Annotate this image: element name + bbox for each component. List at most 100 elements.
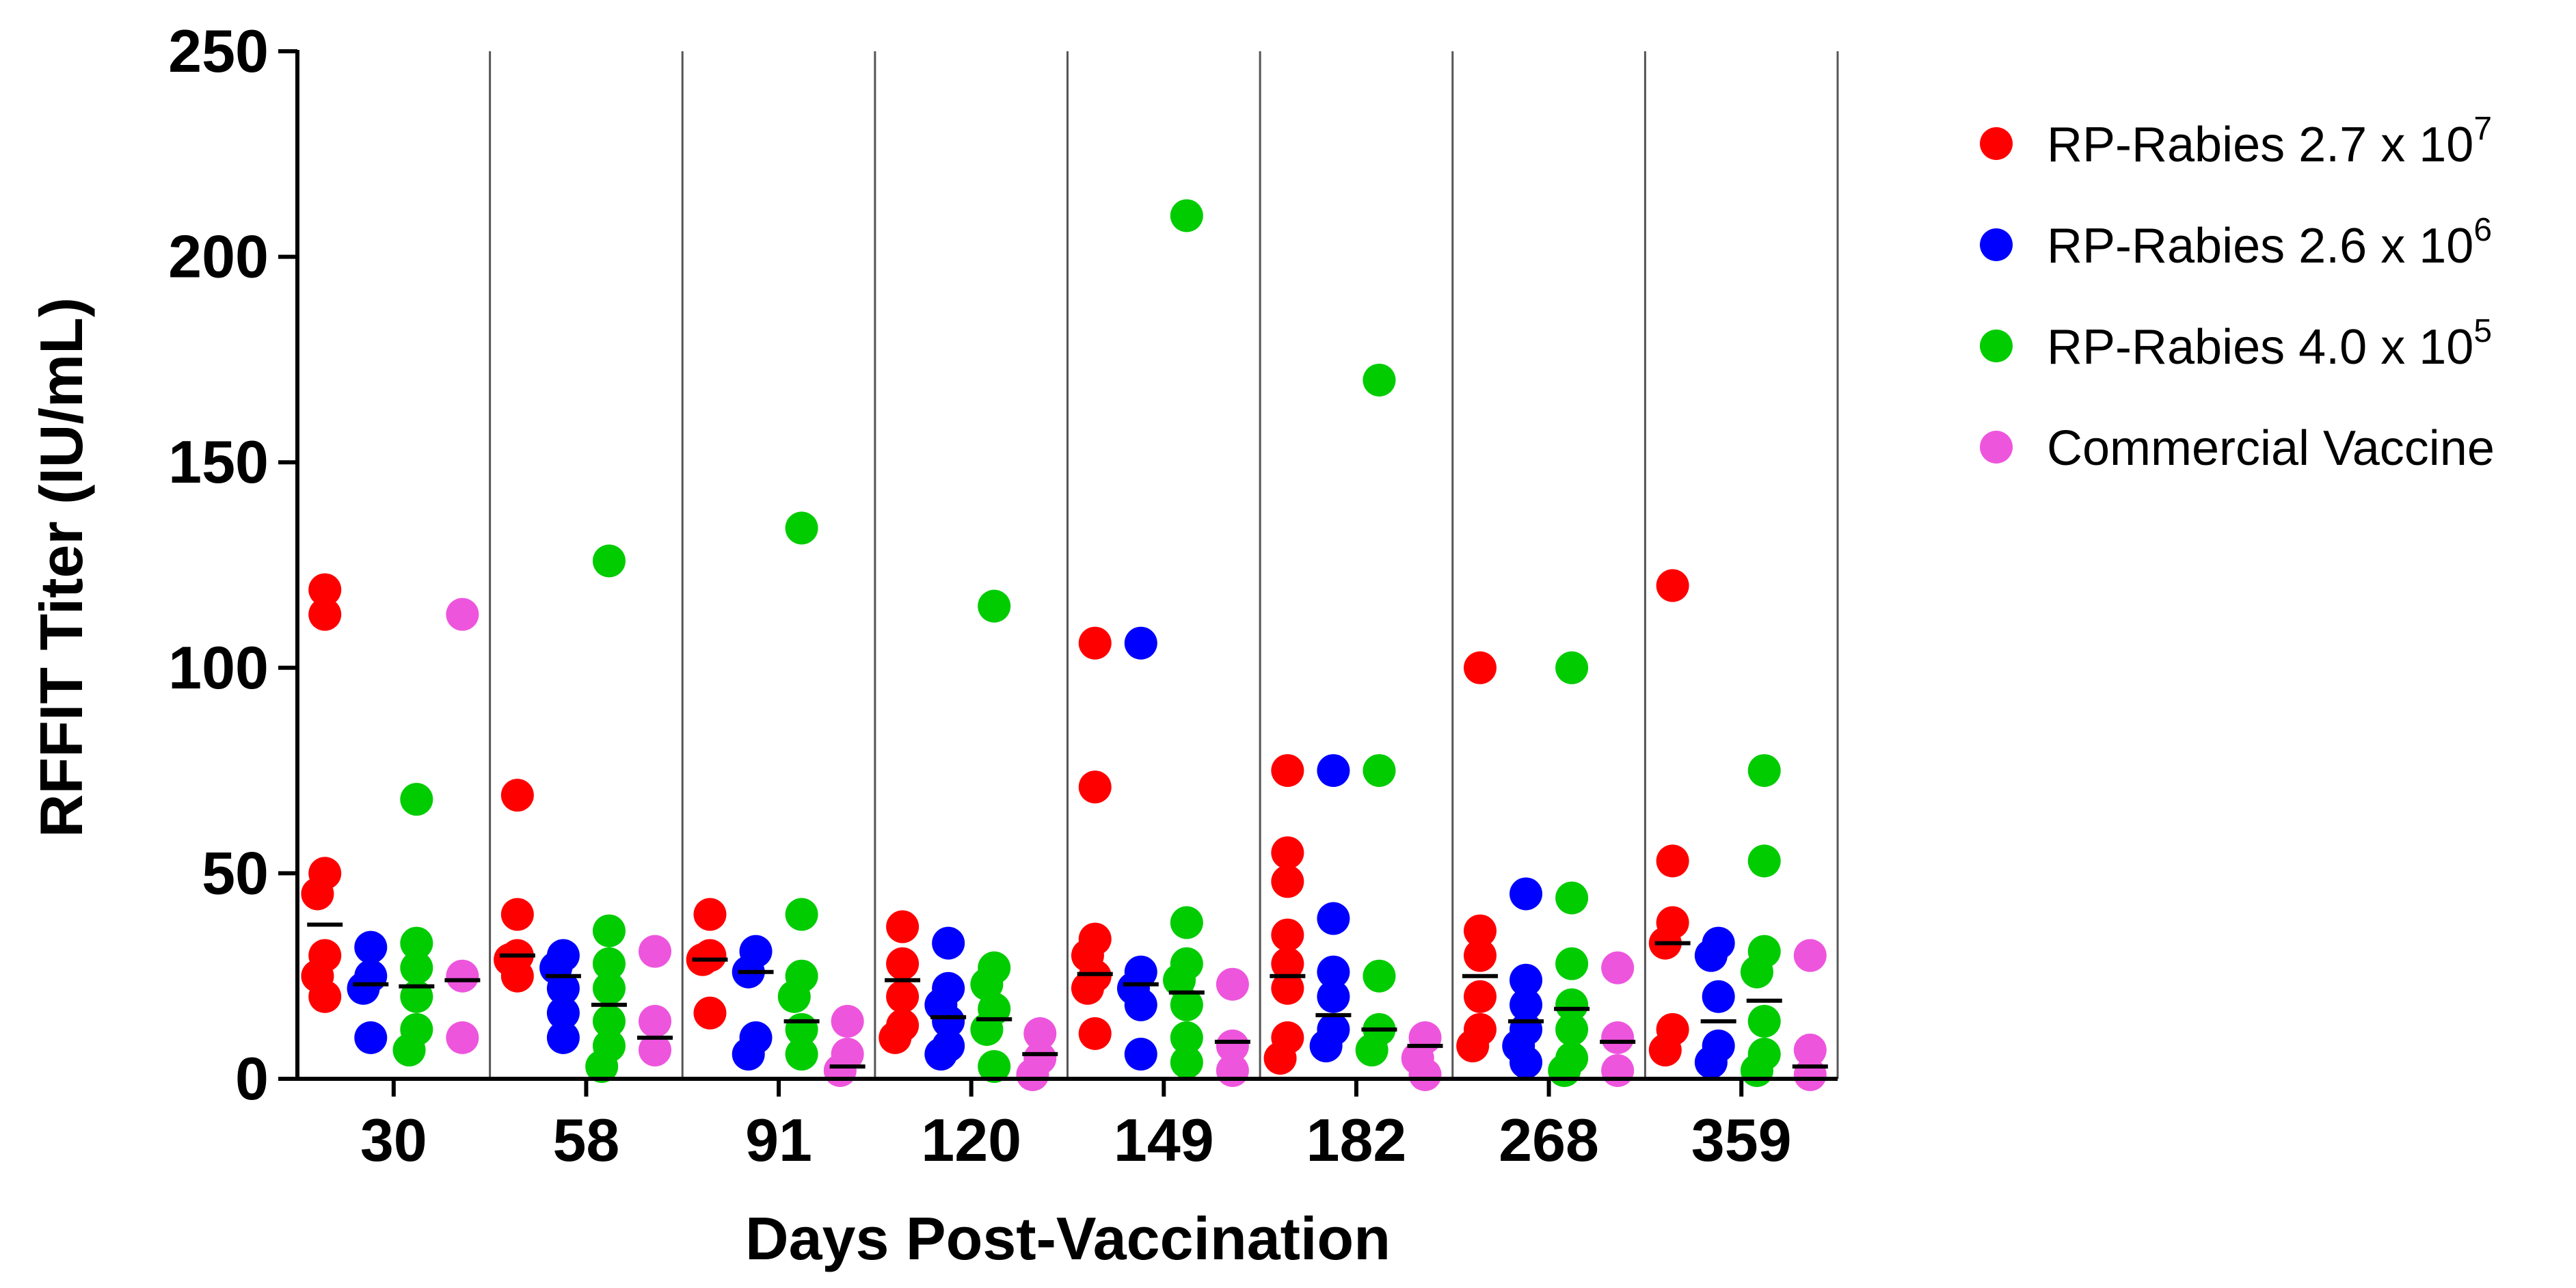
data-point [785, 898, 818, 931]
data-point [1740, 1054, 1773, 1087]
legend-label: RP-Rabies 2.7 x 107 [2047, 111, 2492, 172]
data-point [1555, 947, 1589, 980]
data-point [932, 926, 965, 960]
data-point [592, 947, 626, 980]
x-tick-label: 268 [1499, 1106, 1599, 1174]
data-point [347, 971, 380, 1005]
data-point [1071, 971, 1104, 1005]
data-point [1510, 877, 1543, 911]
data-point [1163, 963, 1196, 997]
legend-exponent: 7 [2473, 111, 2492, 147]
data-point [592, 971, 626, 1005]
legend: RP-Rabies 2.7 x 107 RP-Rabies 2.6 x 106 RP… [1980, 111, 2495, 476]
data-point [639, 1033, 672, 1066]
x-tick-label: 149 [1114, 1106, 1214, 1174]
legend-exponent: 5 [2473, 313, 2492, 349]
data-point [1463, 939, 1497, 972]
data-point [1656, 569, 1689, 602]
data-point [354, 1021, 388, 1054]
x-tick-label: 91 [745, 1106, 812, 1174]
data-point [1317, 955, 1350, 989]
data-point [693, 898, 727, 931]
data-point [886, 947, 920, 980]
data-point [785, 1037, 818, 1071]
data-point [777, 980, 811, 1013]
data-point [446, 598, 479, 631]
data-point [1078, 1017, 1112, 1050]
legend-exponent: 6 [2473, 212, 2492, 248]
plot-frame [489, 51, 1839, 1079]
data-point [1124, 988, 1157, 1021]
median-markers [307, 922, 1828, 1069]
data-point [592, 544, 626, 578]
y-tick-label: 50 [202, 839, 269, 907]
data-point [1271, 754, 1304, 788]
y-tick-label: 150 [168, 428, 269, 496]
data-point [978, 589, 1011, 623]
x-tick-label: 30 [360, 1106, 427, 1174]
data-point [1363, 959, 1396, 993]
data-point [400, 926, 433, 960]
data-point [585, 1049, 619, 1083]
x-tick-label: 120 [921, 1106, 1021, 1174]
data-point [1793, 939, 1827, 972]
data-point [1271, 865, 1304, 898]
data-point [970, 967, 1004, 1001]
data-point [1702, 980, 1735, 1013]
data-point [1555, 651, 1589, 684]
data-point [1793, 1033, 1827, 1066]
legend-marker [1980, 431, 2013, 464]
data-point [1694, 939, 1728, 972]
y-tick-label: 0 [235, 1045, 269, 1112]
data-point [1747, 844, 1781, 878]
data-point [1216, 1029, 1249, 1062]
data-point [1170, 199, 1203, 232]
data-point [1363, 363, 1396, 397]
data-point [978, 1049, 1011, 1083]
data-point [1656, 844, 1689, 878]
data-point [1510, 988, 1543, 1021]
data-point [1124, 1037, 1157, 1071]
legend-marker [1980, 127, 2013, 160]
data-point [1555, 988, 1589, 1021]
data-point [878, 1021, 912, 1054]
data-point [1078, 626, 1112, 660]
data-point [1694, 1045, 1728, 1079]
data-point [446, 1021, 479, 1054]
legend-label: RP-Rabies 4.0 x 105 [2047, 313, 2492, 375]
data-point [924, 1037, 958, 1071]
data-point [308, 598, 342, 631]
data-point [546, 971, 580, 1005]
data-point [1309, 1029, 1343, 1062]
data-point [400, 951, 433, 984]
data-point [1408, 1058, 1442, 1091]
data-point [1355, 1033, 1388, 1066]
data-point [1555, 1012, 1589, 1046]
data-point [1124, 626, 1157, 660]
data-point [400, 783, 433, 816]
data-point [1463, 980, 1497, 1013]
data-point [446, 959, 479, 993]
data-point [1216, 1054, 1249, 1087]
data-point [1317, 902, 1350, 935]
data-point [732, 1037, 765, 1071]
y-tick-label: 100 [168, 634, 269, 701]
data-points [301, 199, 1827, 1091]
data-point [1548, 1054, 1581, 1087]
legend-label: Commercial Vaccine [2047, 421, 2495, 476]
data-point [1463, 914, 1497, 948]
data-point [546, 1021, 580, 1054]
data-point [400, 980, 433, 1013]
legend-marker [1980, 330, 2013, 362]
data-point [932, 1004, 965, 1038]
data-point [1170, 1045, 1203, 1079]
data-point [831, 1004, 864, 1038]
data-point [546, 996, 580, 1030]
data-point [1463, 651, 1497, 684]
data-point [639, 1004, 672, 1038]
data-point [1555, 881, 1589, 915]
data-point [1601, 1054, 1635, 1087]
data-point [1317, 754, 1350, 788]
data-point [785, 511, 818, 545]
